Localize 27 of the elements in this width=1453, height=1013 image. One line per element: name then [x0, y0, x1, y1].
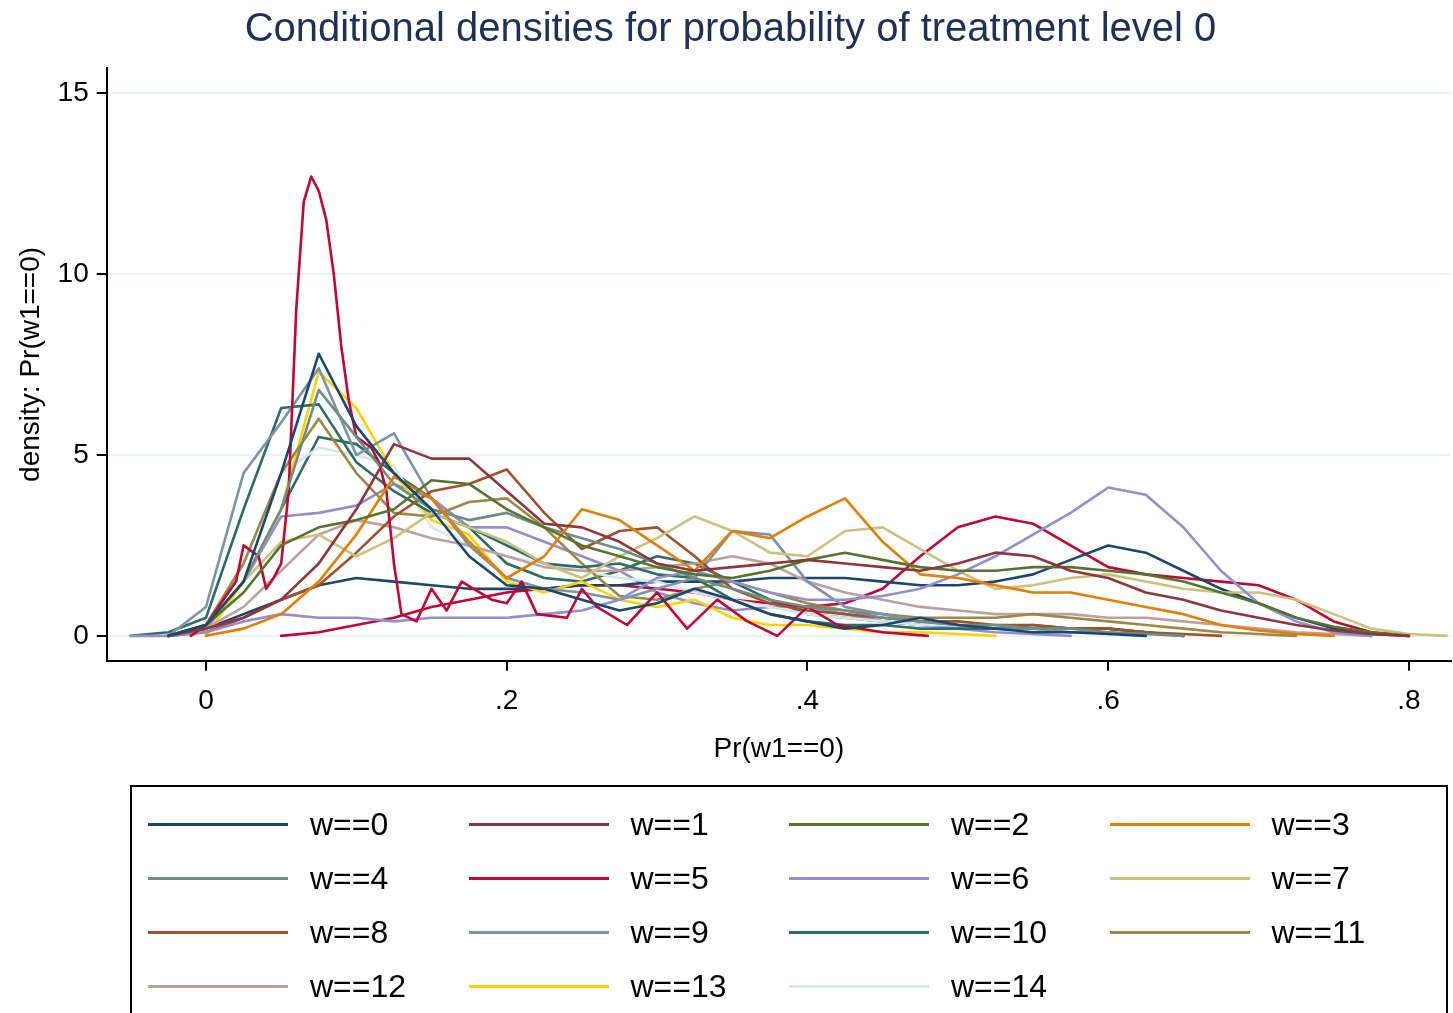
x-tick-label: 0: [198, 684, 214, 716]
legend-label: w==0: [310, 805, 389, 843]
chart-title: Conditional densities for probability of treatment level 0: [244, 5, 1217, 50]
y-axis-title: density: Pr(w1==0): [13, 246, 45, 482]
x-tick-label: .4: [795, 684, 820, 716]
legend-label: w==14: [951, 967, 1048, 1005]
legend-label: w==2: [951, 805, 1030, 843]
legend-label: w==9: [630, 913, 709, 951]
legend-label: w==7: [1271, 859, 1350, 897]
y-tick-label: 15: [57, 76, 89, 108]
y-tick-label: 5: [73, 437, 89, 469]
x-axis-title: Pr(w1==0): [713, 731, 845, 763]
legend-label: w==4: [310, 859, 389, 897]
x-tick-label: .6: [1096, 684, 1120, 716]
y-tick-label: 0: [73, 618, 89, 650]
legend-label: w==3: [1271, 805, 1350, 843]
legend-label: w==10: [951, 913, 1048, 951]
legend-label: w==8: [310, 913, 389, 951]
y-tick-label: 10: [57, 256, 89, 288]
legend-label: w==11: [1271, 913, 1366, 951]
x-tick-label: .2: [495, 684, 519, 716]
legend-label: w==12: [310, 967, 407, 1005]
x-tick-label: .8: [1397, 684, 1421, 716]
legend-label: w==5: [630, 859, 709, 897]
legend-label: w==1: [630, 805, 709, 843]
legend-label: w==6: [951, 859, 1030, 897]
legend-label: w==13: [630, 967, 727, 1005]
